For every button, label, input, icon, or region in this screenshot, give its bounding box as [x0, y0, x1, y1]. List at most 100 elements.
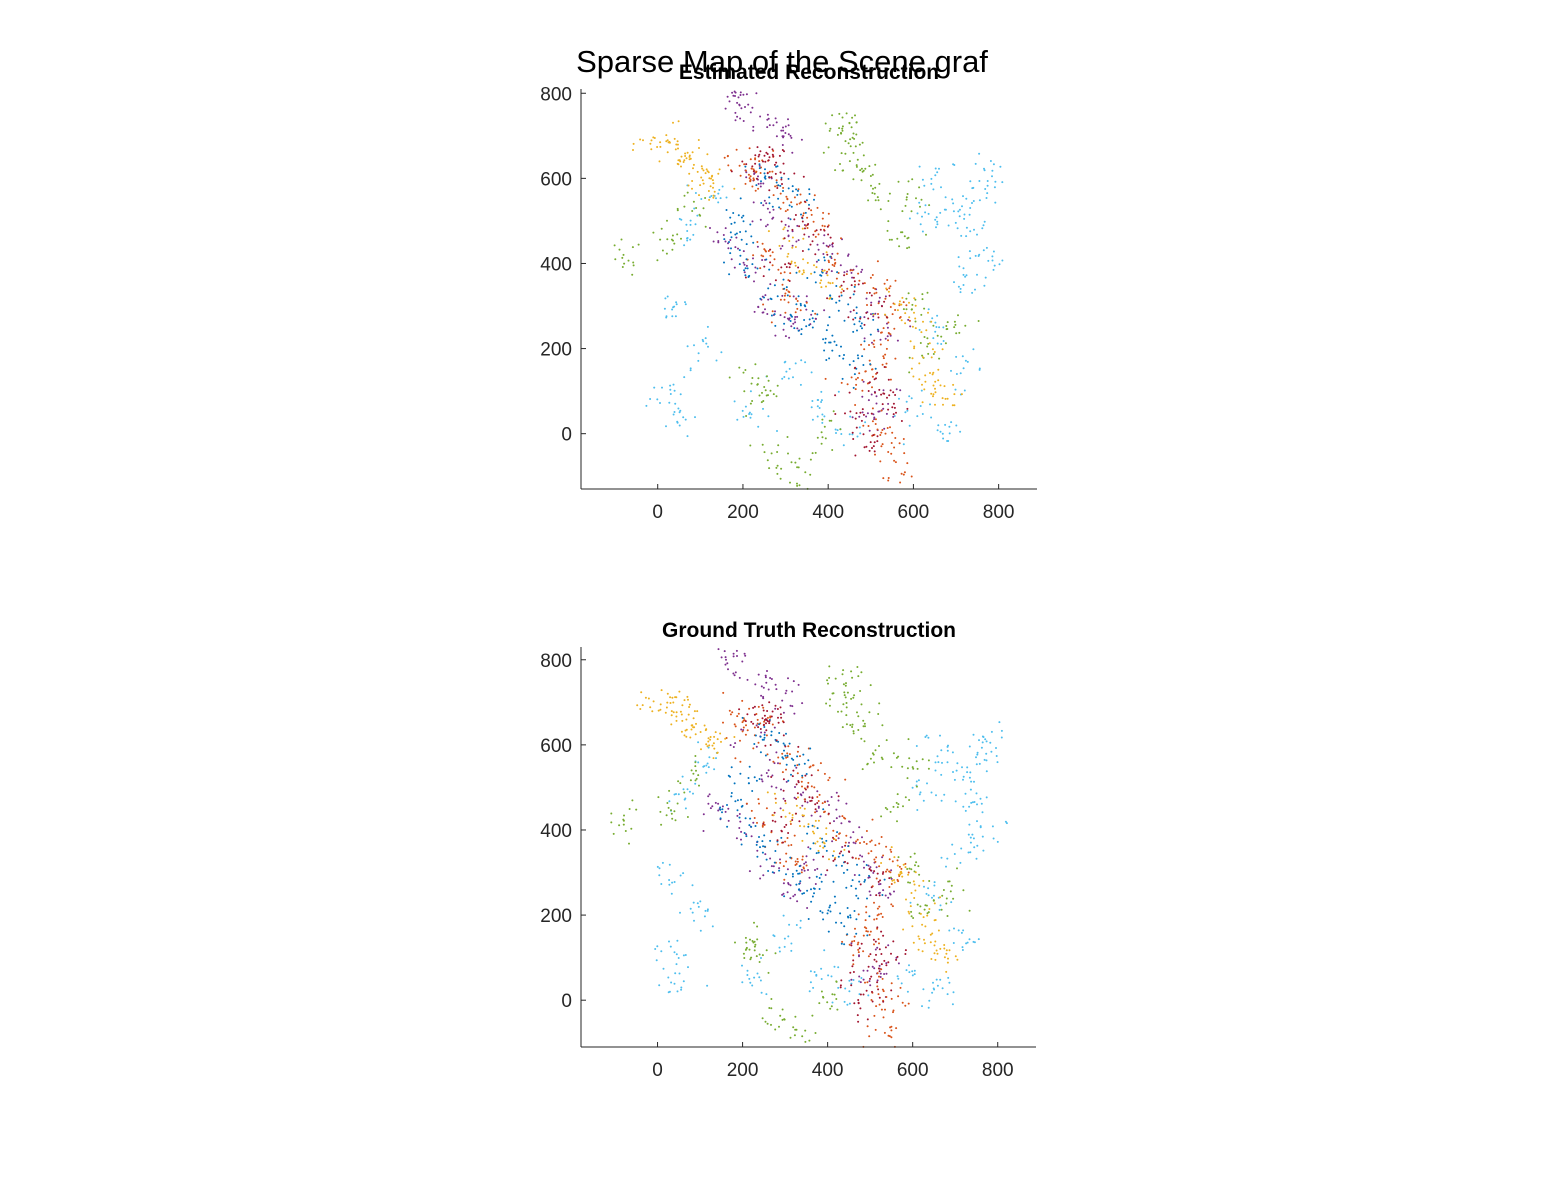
ground-truth-point: [784, 745, 787, 748]
estimated-point: [887, 200, 890, 202]
ground-truth-point: [711, 805, 714, 808]
ground-truth-point: [821, 911, 824, 914]
ground-truth-point: [884, 1008, 886, 1011]
estimated-point: [828, 268, 830, 271]
estimated-point: [734, 246, 737, 249]
estimated-point: [867, 199, 870, 202]
estimated-point: [744, 165, 747, 168]
estimated-point: [854, 366, 857, 369]
estimated-point: [783, 376, 786, 378]
ground-truth-point: [781, 893, 784, 896]
ground-truth-point: [757, 705, 760, 708]
estimated-point: [761, 443, 764, 446]
estimated-point: [729, 252, 732, 255]
estimated-point: [742, 371, 745, 374]
estimated-point: [801, 227, 804, 230]
estimated-point: [752, 241, 755, 244]
ground-truth-point: [961, 946, 964, 949]
ground-truth-point: [822, 855, 824, 858]
estimated-point: [794, 246, 797, 248]
ground-truth-point: [683, 699, 686, 702]
estimated-point: [913, 347, 916, 350]
ground-truth-point: [950, 901, 953, 904]
ground-truth-point: [939, 896, 941, 899]
estimated-point: [748, 147, 751, 150]
ground-truth-point: [844, 841, 847, 844]
ground-truth-point: [794, 864, 797, 866]
estimated-point: [931, 317, 934, 320]
ground-truth-point: [744, 948, 747, 951]
estimated-point: [871, 192, 874, 194]
estimated-point: [795, 303, 798, 306]
ground-truth-point: [753, 921, 755, 924]
ground-truth-point: [1000, 729, 1003, 732]
ground-truth-point: [808, 990, 811, 993]
estimated-point: [864, 370, 867, 373]
estimated-point: [742, 220, 745, 223]
ground-truth-point: [828, 665, 831, 668]
estimated-point: [675, 301, 678, 304]
ground-truth-point: [995, 755, 998, 757]
estimated-point: [935, 326, 938, 328]
estimated-point: [784, 132, 787, 134]
ground-truth-point: [895, 801, 898, 804]
ground-truth-point: [730, 792, 733, 794]
ground-truth-point: [782, 865, 785, 868]
estimated-point: [899, 316, 902, 318]
estimated-point: [779, 192, 782, 195]
ground-truth-point: [811, 1014, 814, 1017]
ground-truth-point: [768, 701, 771, 704]
ground-truth-point: [939, 947, 942, 950]
ground-truth-point: [785, 860, 788, 863]
ground-truth-point: [813, 971, 816, 973]
estimated-point: [920, 198, 923, 201]
estimated-point: [888, 192, 891, 195]
ground-truth-point: [790, 949, 793, 952]
estimated-point: [744, 230, 747, 233]
ground-truth-point: [672, 711, 675, 714]
ground-truth-point: [761, 704, 764, 707]
estimated-point: [724, 107, 727, 110]
estimated-point: [835, 432, 837, 434]
estimated-point: [796, 466, 799, 469]
ground-truth-point: [873, 858, 876, 861]
estimated-point: [849, 415, 852, 418]
estimated-point: [693, 344, 695, 347]
estimated-point: [937, 368, 940, 371]
ground-truth-point: [793, 796, 796, 799]
ground-truth-point: [743, 652, 746, 655]
ground-truth-point: [782, 711, 785, 714]
ground-truth-point: [756, 821, 758, 824]
ground-truth-point: [833, 965, 836, 968]
ground-truth-point: [699, 731, 702, 733]
estimated-point: [957, 256, 960, 259]
ground-truth-point: [813, 825, 816, 828]
estimated-point: [743, 271, 746, 274]
ground-truth-point: [810, 888, 812, 891]
estimated-point: [896, 237, 899, 240]
ground-truth-point: [854, 842, 857, 845]
estimated-point: [887, 290, 890, 293]
ground-truth-point: [795, 883, 798, 886]
ground-truth-point: [875, 953, 877, 956]
estimated-point: [663, 307, 666, 310]
estimated-point: [962, 273, 965, 276]
ground-truth-point: [660, 883, 663, 885]
ground-truth-point: [946, 749, 949, 752]
ground-truth-point: [820, 873, 823, 876]
estimated-point: [686, 191, 689, 194]
ground-truth-point: [976, 803, 978, 806]
ground-truth-point: [723, 650, 726, 653]
estimated-point: [851, 431, 854, 434]
estimated-point: [805, 301, 808, 304]
ground-truth-point: [636, 704, 639, 707]
ground-truth-point: [764, 754, 767, 757]
ground-truth-point: [984, 738, 987, 741]
ground-truth-point: [824, 801, 826, 804]
ground-truth-point: [767, 870, 770, 872]
ground-truth-point: [909, 855, 912, 858]
estimated-point: [789, 313, 792, 316]
estimated-point: [796, 300, 799, 302]
estimated-point: [869, 333, 872, 336]
ground-truth-point: [810, 799, 813, 802]
